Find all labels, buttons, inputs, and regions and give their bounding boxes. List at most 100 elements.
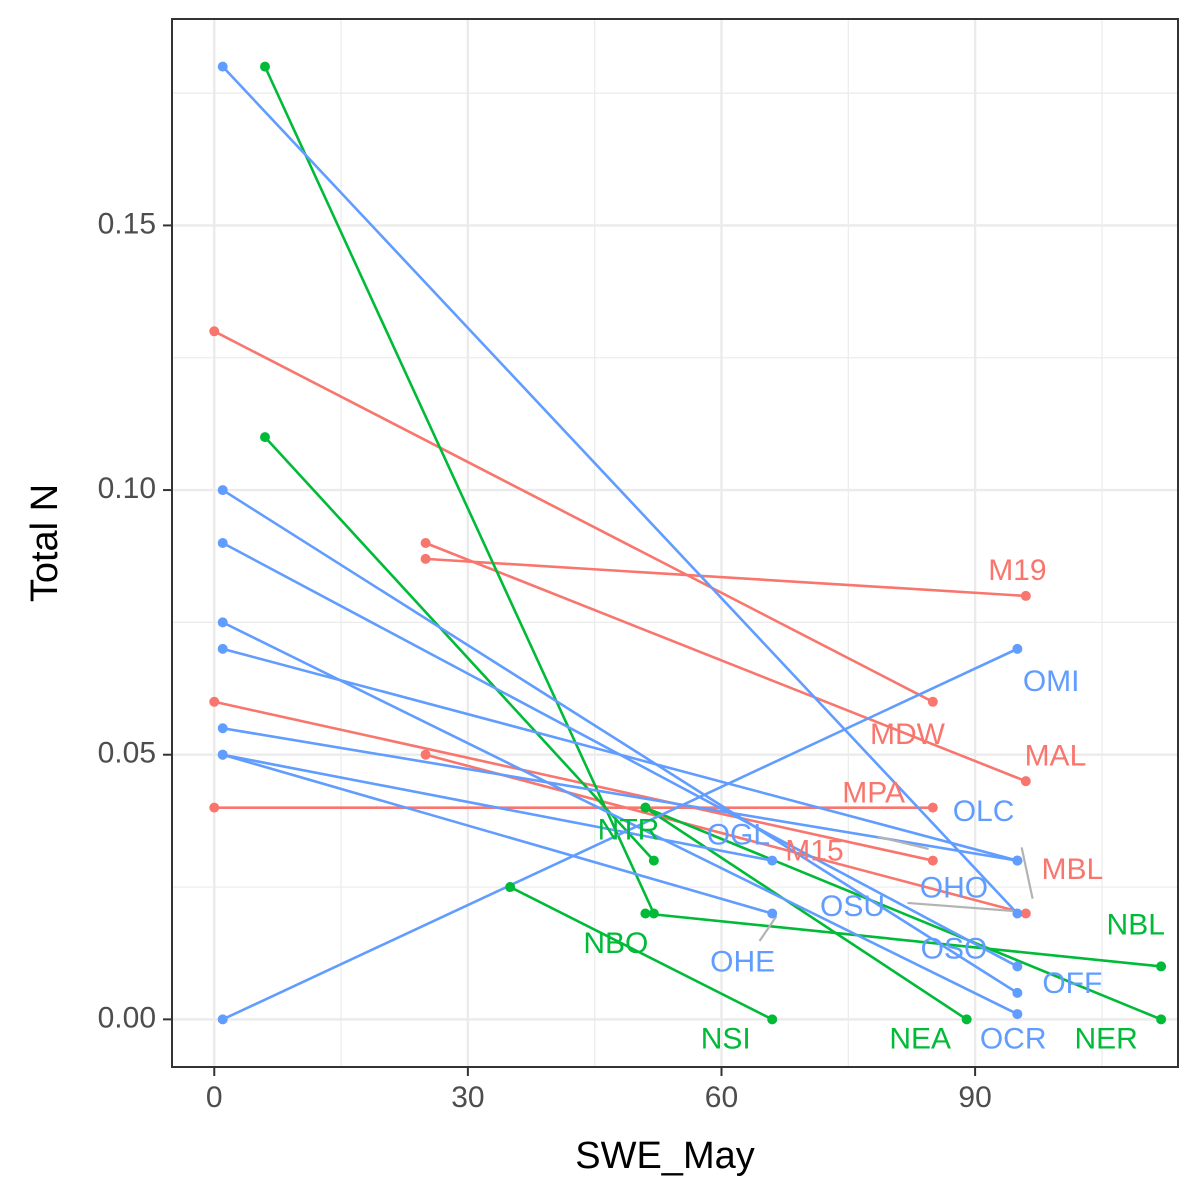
label-olc: OLC bbox=[953, 795, 1015, 828]
point-N-10-1 bbox=[767, 1014, 778, 1025]
segment-N-8 bbox=[644, 806, 1162, 1021]
label-m19: M19 bbox=[988, 554, 1046, 587]
point-O-18-1 bbox=[767, 855, 778, 866]
x-tick-label-0: 0 bbox=[206, 1081, 223, 1114]
plot-background bbox=[172, 19, 1178, 1067]
point-M-5-1 bbox=[1020, 908, 1031, 919]
label-mal: MAL bbox=[1025, 739, 1087, 772]
point-O-12-0 bbox=[217, 61, 228, 72]
point-N-7-1 bbox=[648, 855, 659, 866]
segment-O-12 bbox=[221, 65, 1019, 915]
point-O-14-1 bbox=[1012, 961, 1023, 972]
point-O-16-0 bbox=[217, 643, 228, 654]
segment-O-20 bbox=[222, 647, 1018, 1021]
plot-border bbox=[171, 18, 1179, 1068]
y-tick-label-0: 0.00 bbox=[98, 1001, 156, 1034]
x-axis: 0 30 60 90 bbox=[206, 1067, 992, 1114]
label-ocr: OCR bbox=[980, 1022, 1047, 1055]
point-N-9-1 bbox=[1156, 961, 1167, 972]
segment-N-11 bbox=[644, 806, 968, 1021]
label-connector-2 bbox=[758, 915, 778, 942]
y-axis: 0.00 0.05 0.10 0.15 bbox=[98, 207, 172, 1034]
label-nsi: NSI bbox=[701, 1022, 751, 1055]
point-O-17-0 bbox=[217, 723, 228, 734]
point-labels: M19 MDW MAL MPA M15 MBL OMI OLC OGL OHO OSU OHE OSO O… bbox=[583, 554, 1165, 1055]
segment-M-2 bbox=[425, 557, 1026, 598]
segment-O-19 bbox=[222, 753, 773, 915]
label-connector-0 bbox=[1020, 847, 1034, 899]
point-M-2-1 bbox=[1020, 590, 1031, 601]
point-O-15-1 bbox=[1012, 1009, 1023, 1020]
point-M-4-0 bbox=[209, 802, 220, 813]
label-nea: NEA bbox=[889, 1022, 951, 1055]
x-axis-title: SWE_May bbox=[575, 1135, 754, 1177]
point-M-2-0 bbox=[420, 553, 431, 564]
point-M-1-1 bbox=[1020, 776, 1031, 787]
label-ohe: OHE bbox=[710, 946, 775, 979]
point-M-0-0 bbox=[209, 326, 220, 337]
label-nbl: NBL bbox=[1107, 909, 1165, 942]
y-tick-label-2: 0.10 bbox=[98, 472, 156, 505]
y-tick-label-1: 0.05 bbox=[98, 737, 156, 770]
segment-M-5 bbox=[425, 753, 1027, 915]
x-tick-label-1: 30 bbox=[451, 1081, 484, 1114]
label-mbl: MBL bbox=[1041, 853, 1103, 886]
grid-major bbox=[172, 19, 1178, 1067]
point-O-20-1 bbox=[1012, 643, 1023, 654]
label-mpa: MPA bbox=[842, 776, 905, 809]
label-off: OFF bbox=[1042, 967, 1102, 1000]
point-N-11-1 bbox=[961, 1014, 972, 1025]
label-ntr: NTR bbox=[598, 813, 660, 846]
segment-O-18 bbox=[222, 753, 773, 862]
segment-O-13 bbox=[222, 488, 1019, 994]
y-tick-label-3: 0.15 bbox=[98, 207, 156, 240]
data-points bbox=[209, 61, 1167, 1025]
label-osu: OSU bbox=[820, 890, 885, 923]
point-M-5-0 bbox=[420, 749, 431, 760]
point-O-19-0 bbox=[217, 749, 228, 760]
point-N-6-0 bbox=[259, 61, 270, 72]
point-N-7-0 bbox=[259, 432, 270, 443]
point-O-13-0 bbox=[217, 485, 228, 496]
point-M-3-1 bbox=[927, 855, 938, 866]
segment-M-0 bbox=[213, 330, 934, 703]
label-m15: M15 bbox=[785, 835, 843, 868]
segment-O-15 bbox=[222, 621, 1018, 1016]
label-oso: OSO bbox=[921, 932, 988, 965]
point-O-15-0 bbox=[217, 617, 228, 628]
point-N-9-0 bbox=[640, 908, 651, 919]
label-omi: OMI bbox=[1023, 665, 1080, 698]
x-tick-label-3: 90 bbox=[958, 1081, 991, 1114]
label-connectors bbox=[758, 835, 1034, 942]
point-O-14-0 bbox=[217, 538, 228, 548]
point-O-20-0 bbox=[217, 1014, 228, 1025]
point-N-10-0 bbox=[505, 882, 516, 893]
label-connector-1 bbox=[907, 901, 1026, 914]
point-M-0-1 bbox=[927, 696, 938, 707]
point-O-17-1 bbox=[1012, 855, 1023, 866]
point-N-6-1 bbox=[648, 908, 659, 919]
point-N-11-0 bbox=[640, 802, 651, 813]
point-M-3-0 bbox=[209, 696, 220, 707]
y-axis-title: Total N bbox=[24, 484, 66, 602]
label-ner: NER bbox=[1074, 1022, 1137, 1055]
label-oho: OHO bbox=[920, 872, 988, 905]
point-O-19-1 bbox=[767, 908, 778, 919]
segment-N-9 bbox=[645, 912, 1162, 968]
point-O-12-1 bbox=[1012, 908, 1023, 919]
segment-N-6 bbox=[263, 66, 656, 915]
point-N-8-1 bbox=[1156, 1014, 1167, 1025]
label-mdw: MDW bbox=[870, 718, 946, 751]
segment-M-1 bbox=[425, 541, 1027, 783]
point-M-1-0 bbox=[420, 538, 431, 548]
label-nbo: NBO bbox=[583, 927, 648, 960]
label-connector-3 bbox=[877, 835, 929, 851]
segment-M-3 bbox=[213, 700, 934, 862]
segment-O-16 bbox=[222, 647, 1018, 862]
point-M-4-1 bbox=[927, 802, 938, 813]
segment-N-10 bbox=[509, 885, 773, 1021]
data-segments bbox=[213, 65, 1162, 1021]
point-O-13-1 bbox=[1012, 987, 1023, 998]
x-tick-label-2: 60 bbox=[705, 1081, 738, 1114]
